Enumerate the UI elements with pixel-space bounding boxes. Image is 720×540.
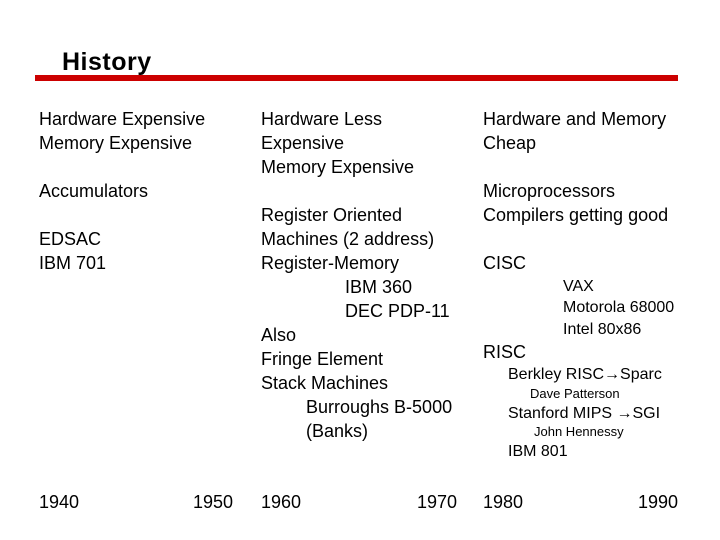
col3-vax: VAX	[563, 278, 594, 295]
year-1960: 1960	[261, 492, 302, 512]
col3-motorola: Motorola 68000	[563, 299, 675, 316]
col3-ibm801: IBM 801	[508, 443, 568, 460]
col3-heading-2: Cheap	[483, 133, 537, 153]
year-1940: 1940	[39, 492, 80, 512]
col2-heading-1: Hardware Less	[261, 109, 383, 129]
col3-patterson: Dave Patterson	[530, 386, 620, 401]
col2-burroughs: Burroughs B-5000	[306, 397, 453, 417]
col1-heading-2: Memory Expensive	[39, 133, 193, 153]
col2-dec-pdp11: DEC PDP-11	[345, 301, 450, 321]
col3-intel: Intel 80x86	[563, 321, 642, 338]
col2-heading-3: Memory Expensive	[261, 157, 415, 177]
col3-heading-1: Hardware and Memory	[483, 109, 667, 129]
slide-title: History	[62, 48, 152, 76]
col2-register-oriented: Register Oriented	[261, 205, 403, 225]
col2-stack-machines: Stack Machines	[261, 373, 389, 393]
col3-cisc: CISC	[483, 253, 527, 273]
col2-machines-2-address: Machines (2 address)	[261, 229, 435, 249]
col3-stanford: Stanford MIPS →SGI	[508, 405, 661, 422]
col1-edsac: EDSAC	[39, 229, 102, 249]
col2-heading-2: Expensive	[261, 133, 345, 153]
col3-microprocessors: Microprocessors	[483, 181, 616, 201]
col3-berkeley: Berkley RISC→Sparc	[508, 366, 662, 383]
col1-heading-1: Hardware Expensive	[39, 109, 206, 129]
year-1970: 1970	[417, 492, 458, 512]
col1-ibm701: IBM 701	[39, 253, 107, 273]
col1-accumulators: Accumulators	[39, 181, 149, 201]
col3-hennessy: John Hennessy	[534, 424, 624, 439]
year-1990: 1990	[638, 492, 679, 512]
year-1950: 1950	[193, 492, 234, 512]
title-underline	[35, 75, 678, 81]
col2-banks: (Banks)	[306, 421, 369, 441]
col3-risc: RISC	[483, 342, 527, 362]
col2-ibm360: IBM 360	[345, 277, 413, 297]
col2-register-memory: Register-Memory	[261, 253, 400, 273]
col2-fringe-element: Fringe Element	[261, 349, 384, 369]
year-1980: 1980	[483, 492, 524, 512]
col3-compilers: Compilers getting good	[483, 205, 669, 225]
col2-also: Also	[261, 325, 297, 345]
